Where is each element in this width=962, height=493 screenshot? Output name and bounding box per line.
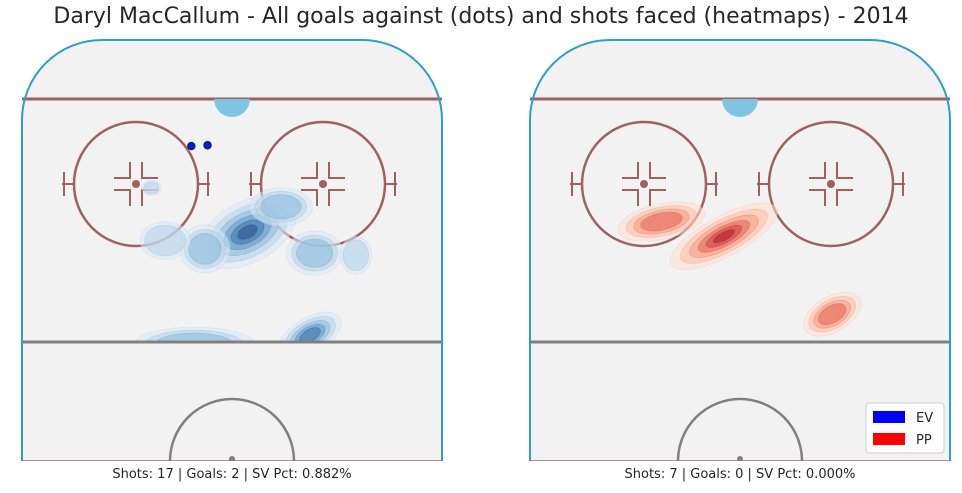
faceoff-marker <box>622 162 639 179</box>
faceoff-dot <box>827 180 835 188</box>
faceoff-marker <box>301 189 318 206</box>
density-cluster <box>278 311 342 342</box>
goal-dot <box>187 141 196 151</box>
density-level <box>143 181 160 195</box>
faceoff-marker <box>649 162 666 179</box>
density-cluster <box>339 235 372 275</box>
heatmap-pp <box>617 201 862 337</box>
density-level <box>144 224 187 257</box>
faceoff-circle-left <box>570 120 718 248</box>
boards <box>529 39 951 461</box>
chart-title: Daryl MacCallum - All goals against (dot… <box>53 4 909 29</box>
goal-crease <box>214 99 250 117</box>
center-circle <box>168 397 296 461</box>
faceoff-marker <box>301 162 318 179</box>
density-level <box>712 229 736 244</box>
faceoff-marker <box>836 162 853 179</box>
density-level <box>237 224 258 240</box>
density-cluster <box>141 179 162 196</box>
legend-swatch-ev <box>873 411 905 423</box>
faceoff-marker <box>328 189 345 206</box>
rink-markings <box>530 97 950 461</box>
faceoff-marker <box>328 162 345 179</box>
density-cluster <box>139 221 191 260</box>
density-level <box>640 211 683 232</box>
faceoff-circle-right <box>757 120 905 248</box>
rink-panels: Shots: 17 | Goals: 2 | SV Pct: 0.882% Sho… <box>21 39 951 482</box>
faceoff-marker <box>114 162 131 179</box>
goal-dot <box>203 141 212 150</box>
density-level <box>155 332 233 342</box>
faceoff-dot <box>640 180 648 188</box>
faceoff-marker <box>809 162 826 179</box>
legend-label-ev: EV <box>916 411 933 426</box>
rink-surface <box>530 40 950 461</box>
density-cluster <box>134 326 255 342</box>
panel-caption: Shots: 7 | Goals: 0 | SV Pct: 0.000% <box>625 467 856 482</box>
center-circle <box>676 397 804 461</box>
boards <box>21 39 443 461</box>
center-dot <box>737 456 743 461</box>
center-dot <box>229 456 235 461</box>
density-cluster <box>249 187 313 227</box>
faceoff-dot <box>319 180 327 188</box>
density-level <box>296 238 334 268</box>
density-level <box>342 239 369 272</box>
faceoff-marker <box>649 189 666 206</box>
rink-panel-pp: Shots: 7 | Goals: 0 | SV Pct: 0.000% <box>529 39 951 482</box>
faceoff-circle-left <box>62 120 210 248</box>
rink-markings <box>22 97 442 461</box>
panel-caption: Shots: 17 | Goals: 2 | SV Pct: 0.882% <box>112 467 351 482</box>
rink-panel-ev: Shots: 17 | Goals: 2 | SV Pct: 0.882% <box>21 39 443 482</box>
density-level <box>188 233 222 265</box>
legend-swatch-pp <box>873 433 905 445</box>
faceoff-marker <box>809 189 826 206</box>
heatmap-ev <box>134 179 372 342</box>
density-level <box>260 194 302 220</box>
density-level <box>818 303 847 326</box>
density-cluster <box>179 224 231 274</box>
faceoff-marker <box>114 189 131 206</box>
faceoff-dot <box>132 180 140 188</box>
faceoff-marker <box>141 162 158 179</box>
faceoff-marker <box>836 189 853 206</box>
legend: EV PP <box>865 402 945 454</box>
goal-crease <box>722 99 758 117</box>
density-cluster <box>803 291 862 337</box>
density-cluster <box>669 202 779 270</box>
density-cluster <box>285 230 344 276</box>
density-cluster <box>617 201 706 242</box>
legend-label-pp: PP <box>916 433 932 448</box>
faceoff-marker <box>622 189 639 206</box>
